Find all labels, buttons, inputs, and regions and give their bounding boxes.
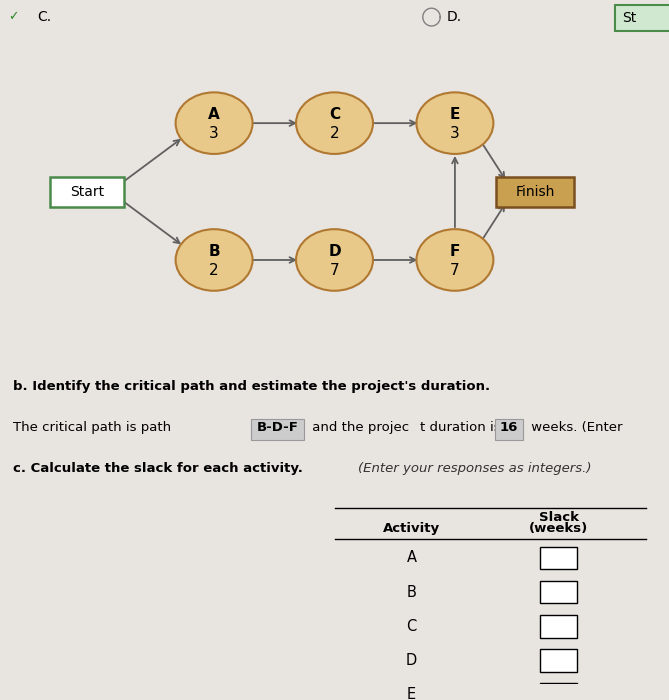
Text: Start: Start (70, 185, 104, 199)
FancyBboxPatch shape (251, 419, 304, 440)
Ellipse shape (296, 92, 373, 154)
Text: c. Calculate the slack for each activity.: c. Calculate the slack for each activity… (13, 462, 308, 475)
Text: (Enter your responses as integers.): (Enter your responses as integers.) (358, 462, 591, 475)
Text: E: E (450, 107, 460, 122)
Text: E: E (407, 687, 416, 700)
Text: t duration is: t duration is (420, 421, 505, 434)
FancyBboxPatch shape (541, 650, 577, 672)
Ellipse shape (416, 92, 494, 154)
Text: B: B (208, 244, 220, 258)
FancyBboxPatch shape (541, 615, 577, 638)
Text: C: C (406, 619, 417, 634)
Text: D.: D. (447, 10, 462, 24)
FancyBboxPatch shape (541, 683, 577, 700)
FancyBboxPatch shape (541, 547, 577, 569)
Text: 16: 16 (500, 421, 518, 434)
FancyBboxPatch shape (495, 419, 523, 440)
Text: 3: 3 (209, 126, 219, 141)
FancyBboxPatch shape (615, 5, 669, 31)
Text: A: A (208, 107, 220, 122)
Text: weeks. (Enter: weeks. (Enter (527, 421, 623, 434)
Text: Activity: Activity (383, 522, 440, 535)
Text: 2: 2 (209, 262, 219, 278)
Text: 7: 7 (450, 262, 460, 278)
Text: 7: 7 (330, 262, 339, 278)
Text: B: B (407, 584, 416, 600)
Text: Finish: Finish (516, 185, 555, 199)
Text: F: F (450, 244, 460, 258)
Text: C: C (329, 107, 340, 122)
Text: 3: 3 (450, 126, 460, 141)
Text: and the projec: and the projec (308, 421, 409, 434)
Text: (weeks): (weeks) (529, 522, 588, 535)
FancyBboxPatch shape (496, 176, 574, 206)
Ellipse shape (416, 229, 494, 290)
Text: Slack: Slack (539, 512, 579, 524)
Text: C.: C. (37, 10, 51, 24)
Text: 2: 2 (330, 126, 339, 141)
Ellipse shape (175, 229, 253, 290)
Text: b. Identify the critical path and estimate the project's duration.: b. Identify the critical path and estima… (13, 380, 490, 393)
Text: A: A (407, 550, 416, 566)
Text: ✓: ✓ (8, 10, 19, 24)
Ellipse shape (296, 229, 373, 290)
Text: The critical path is path: The critical path is path (13, 421, 176, 434)
Text: B-D-F: B-D-F (257, 421, 298, 434)
FancyBboxPatch shape (541, 581, 577, 603)
FancyBboxPatch shape (50, 176, 124, 206)
Text: D: D (328, 244, 341, 258)
Text: St: St (622, 10, 636, 25)
Text: D: D (406, 653, 417, 668)
Ellipse shape (175, 92, 253, 154)
